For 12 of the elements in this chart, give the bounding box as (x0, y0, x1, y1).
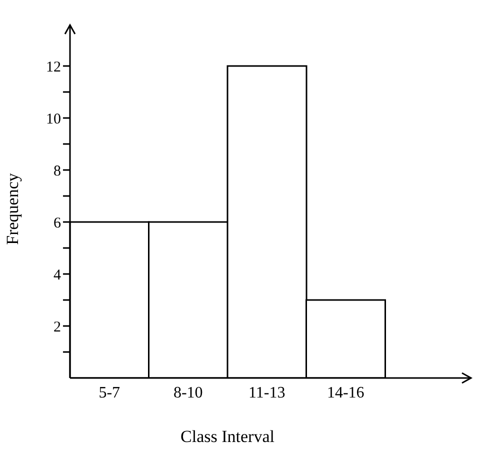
x-tick-label: 11-13 (248, 384, 286, 402)
x-tick-label: 5-7 (98, 384, 120, 402)
y-tick-label: 8 (54, 163, 61, 180)
x-tick-label: 8-10 (173, 384, 203, 402)
y-tick-label: 12 (46, 59, 61, 76)
y-axis-title: Frequency (3, 172, 22, 245)
x-axis-title: Class Interval (180, 427, 275, 446)
y-tick-label: 2 (54, 319, 61, 336)
y-tick-label: 6 (54, 215, 62, 232)
x-tick-label: 14-16 (326, 384, 364, 402)
y-tick-label: 4 (54, 267, 62, 284)
y-tick-label: 10 (46, 111, 61, 128)
